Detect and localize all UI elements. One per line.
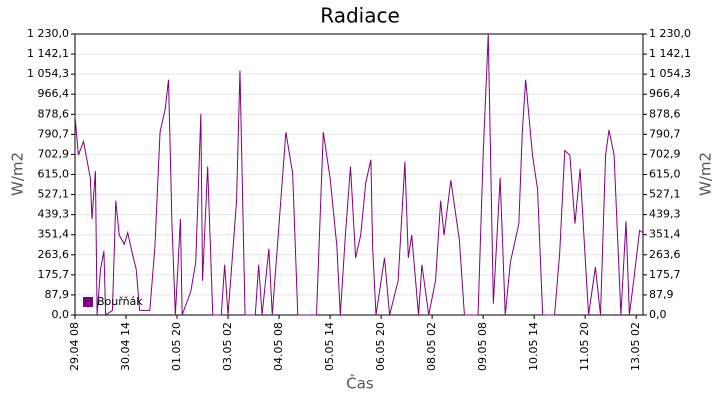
x-tick-label: 05.05 14 (323, 322, 336, 371)
y-tick-label: 966,4 (38, 87, 70, 100)
chart-title: Radiace (320, 4, 400, 28)
x-axis-title: Čas (346, 374, 374, 393)
y2-tick-label: 1 230,0 (649, 27, 691, 40)
y2-axis-title: W/m2 (697, 152, 715, 196)
y2-tick-label: 1 142,1 (649, 47, 691, 60)
y-tick-label: 1 230,0 (27, 27, 69, 40)
y-tick-label: 351,4 (38, 228, 70, 241)
x-tick-label: 03.05 02 (221, 322, 234, 371)
y-tick-label: 0,0 (52, 308, 70, 321)
x-tick-label: 09.05 08 (476, 322, 489, 371)
x-tick-label: 30.04 14 (119, 322, 132, 371)
y-axis-title: W/m2 (9, 152, 27, 196)
y2-tick-label: 0,0 (649, 308, 667, 321)
y2-tick-label: 790,7 (649, 127, 681, 140)
y-tick-label: 1 142,1 (27, 47, 69, 60)
x-tick-label: 08.05 02 (425, 322, 438, 371)
y-tick-label: 439,3 (38, 208, 70, 221)
y2-tick-label: 615,0 (649, 168, 681, 181)
data-line (74, 33, 644, 316)
y2-tick-label: 263,6 (649, 248, 681, 261)
y2-tick-label: 878,6 (649, 107, 681, 120)
y2-tick-label: 966,4 (649, 87, 681, 100)
y2-tick-label: 351,4 (649, 228, 681, 241)
y-tick-label: 175,7 (38, 268, 70, 281)
y2-tick-label: 702,9 (649, 147, 681, 160)
y2-tick-label: 175,7 (649, 268, 681, 281)
y-tick-label: 702,9 (38, 147, 70, 160)
y-tick-label: 527,1 (38, 188, 70, 201)
y-tick-label: 790,7 (38, 127, 70, 140)
y-tick-label: 1 054,3 (27, 67, 69, 80)
y-tick-label: 615,0 (38, 168, 70, 181)
x-tick-label: 06.05 20 (374, 322, 387, 371)
x-tick-label: 01.05 20 (170, 322, 183, 371)
x-tick-label: 10.05 14 (527, 322, 540, 371)
x-tick-label: 04.05 08 (272, 322, 285, 371)
plot-frame (74, 33, 644, 316)
y-tick-label: 263,6 (38, 248, 70, 261)
legend-label: Bouřňák (97, 295, 143, 308)
x-tick-label: 29.04 08 (68, 322, 81, 371)
y-tick-label: 878,6 (38, 107, 70, 120)
x-tick-label: 13.05 02 (629, 322, 642, 371)
legend-swatch (83, 297, 93, 307)
y-tick-label: 87,9 (45, 288, 70, 301)
y2-tick-label: 527,1 (649, 188, 681, 201)
y2-tick-label: 439,3 (649, 208, 681, 221)
x-tick-label: 11.05 20 (578, 322, 591, 371)
y2-tick-label: 1 054,3 (649, 67, 691, 80)
y2-tick-label: 87,9 (649, 288, 674, 301)
